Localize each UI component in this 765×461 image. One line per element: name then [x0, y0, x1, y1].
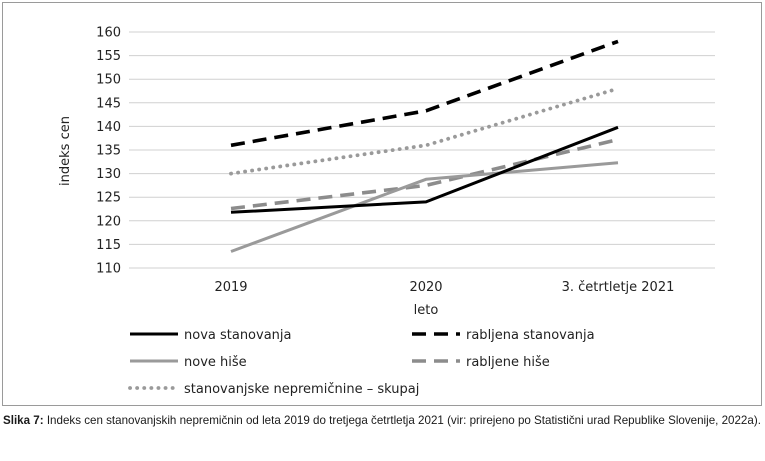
caption-label: Slika 7:	[3, 414, 44, 427]
series-line	[230, 161, 619, 253]
caption-text: Indeks cen stanovanjskih nepremičnin od …	[43, 414, 761, 427]
y-tick-label: 115	[96, 238, 121, 253]
x-tick-label: 2019	[214, 280, 247, 295]
y-tick-label: 130	[96, 167, 121, 182]
y-tick-label: 110	[96, 262, 121, 277]
y-axis-label: indeks cen	[58, 116, 73, 186]
chart-frame: 110 115 120 125 130 135 140 145 150 155 160 2019 20…	[2, 2, 762, 406]
x-tick-label: 2020	[409, 280, 442, 295]
series-line	[229, 86, 620, 176]
series-line	[230, 39, 619, 148]
legend-label: rabljene hiše	[466, 355, 550, 370]
legend: nova stanovanja rabljena stanovanja nove h…	[128, 328, 595, 397]
series-lines	[229, 39, 620, 253]
y-tick-label: 140	[96, 120, 121, 135]
x-axis-ticks: 2019 2020 3. četrtletje 2021	[214, 280, 674, 295]
figure-caption: Slika 7: Indeks cen stanovanjskih neprem…	[3, 413, 761, 428]
legend-label: rabljena stanovanja	[466, 328, 595, 343]
legend-label: stanovanjske nepremičnine – skupaj	[184, 382, 419, 397]
gridlines	[129, 31, 715, 269]
y-tick-label: 120	[96, 214, 121, 229]
y-tick-label: 125	[96, 191, 121, 206]
y-tick-label: 155	[96, 49, 121, 64]
y-tick-label: 150	[96, 73, 121, 88]
y-tick-label: 160	[96, 26, 121, 41]
legend-label: nova stanovanja	[184, 328, 292, 343]
y-tick-label: 145	[96, 96, 121, 111]
y-tick-label: 135	[96, 144, 121, 159]
series-line	[230, 125, 619, 214]
x-tick-label: 3. četrtletje 2021	[562, 280, 675, 295]
x-axis-label: leto	[414, 303, 439, 318]
y-axis-ticks: 110 115 120 125 130 135 140 145 150 155 160	[96, 26, 121, 277]
legend-label: nove hiše	[184, 355, 247, 370]
